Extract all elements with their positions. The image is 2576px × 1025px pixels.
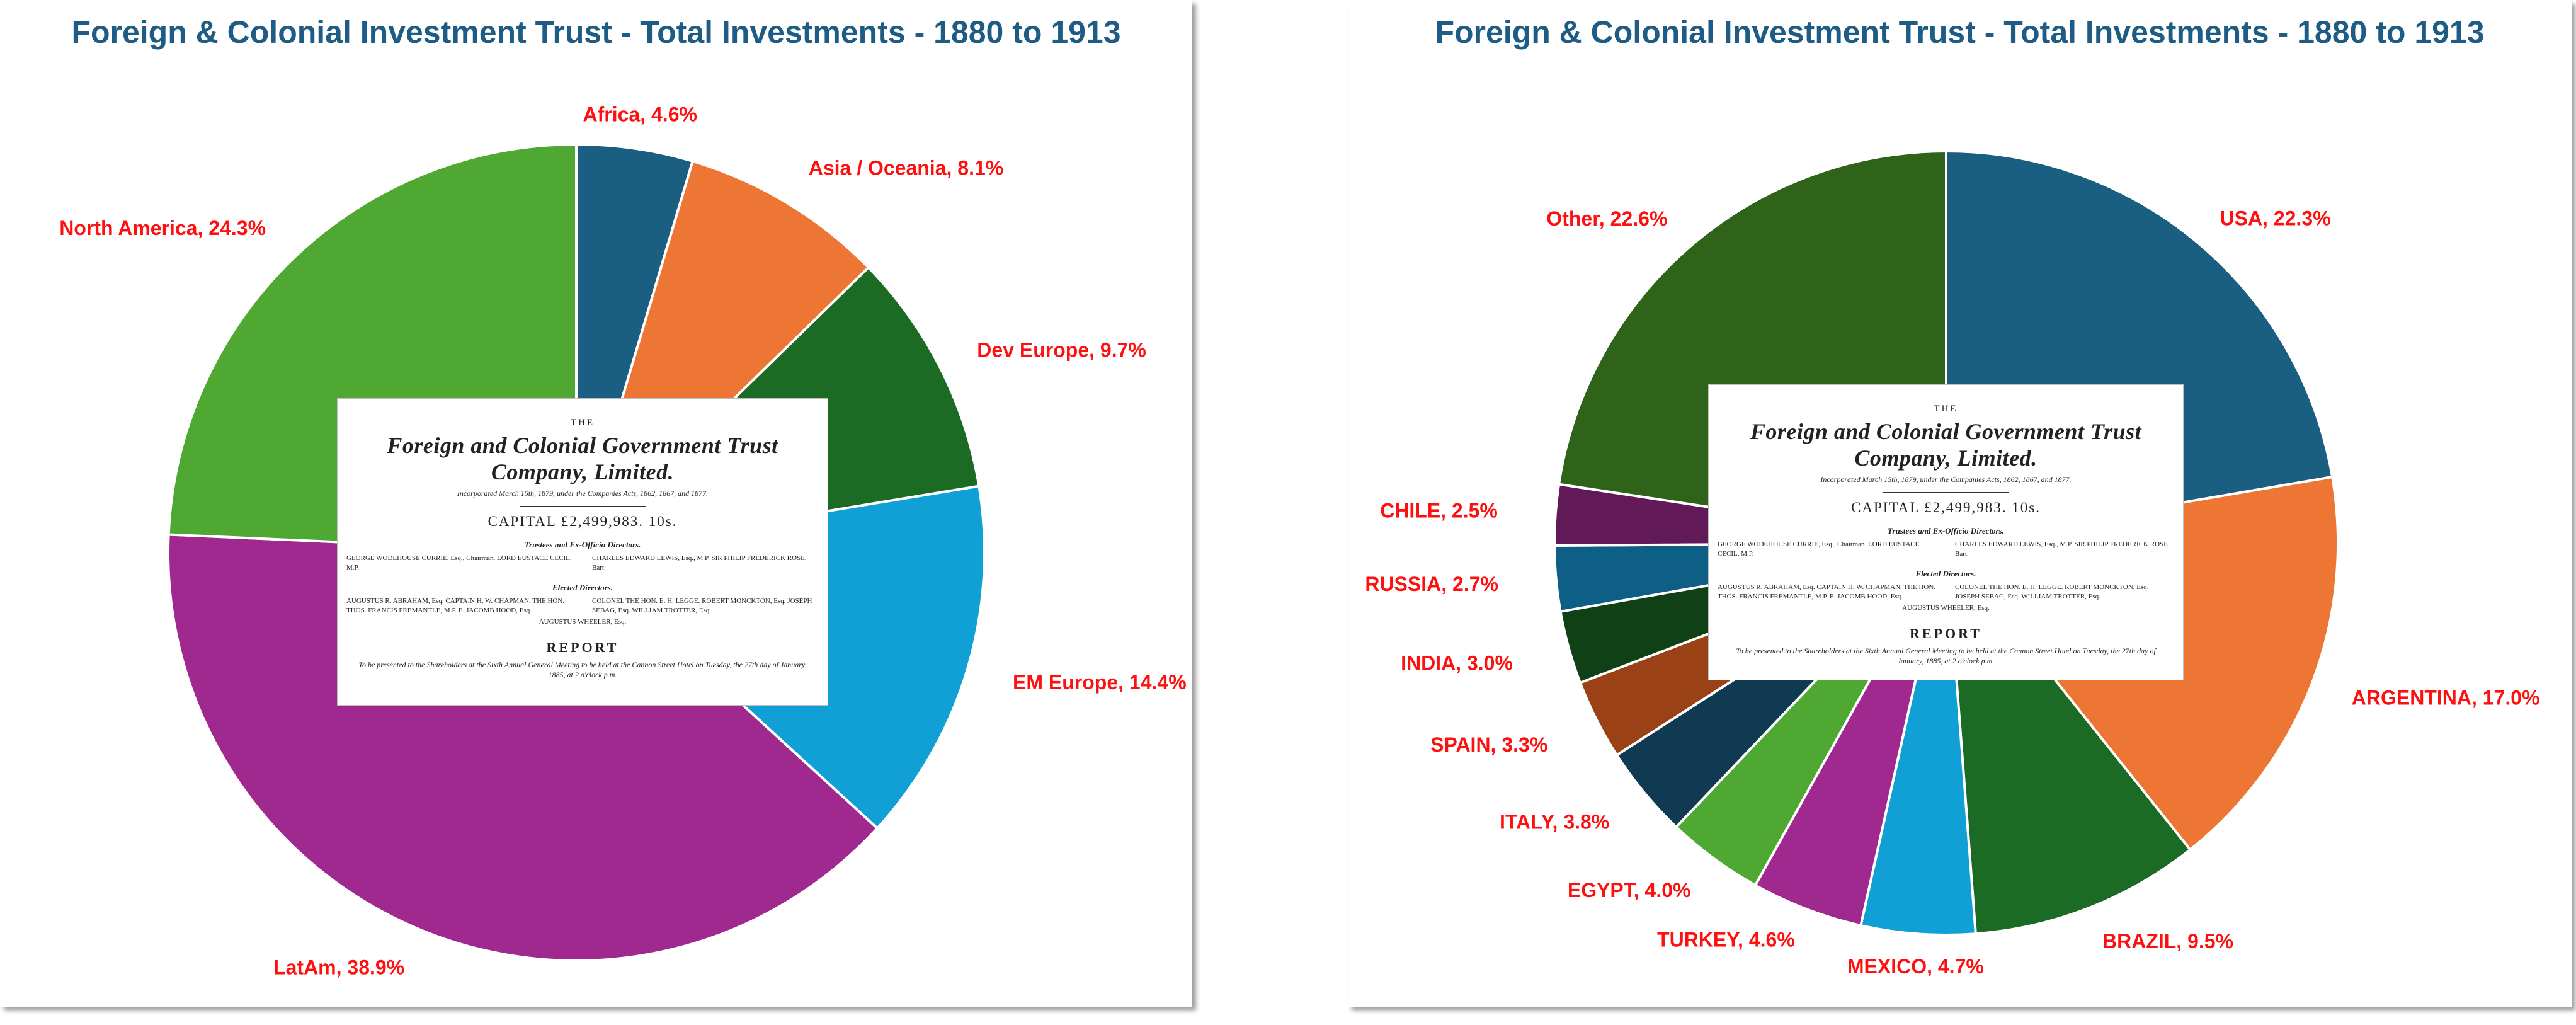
doc-elected: AUGUSTUS R. ABRAHAM, Esq. CAPTAIN H. W. …	[1709, 583, 2183, 602]
doc-incorporated: Incorporated March 15th, 1879, under the…	[1820, 475, 2072, 484]
report-document-image: THE Foreign and Colonial Government Trus…	[1708, 384, 2184, 680]
doc-rule	[520, 506, 646, 507]
right-chart-panel: Foreign & Colonial Investment Trust - To…	[1348, 0, 2572, 1007]
doc-elected-header: Elected Directors.	[1915, 569, 1976, 578]
data-label-latam: LatAm, 38.9%	[273, 956, 404, 979]
data-label-russia: RUSSIA, 2.7%	[1365, 573, 1498, 595]
doc-the: THE	[570, 418, 595, 428]
data-label-chile: CHILE, 2.5%	[1380, 499, 1498, 522]
data-label-africa: Africa, 4.6%	[583, 103, 697, 125]
doc-elected: AUGUSTUS R. ABRAHAM, Esq. CAPTAIN H. W. …	[338, 597, 828, 616]
doc-capital: CAPITAL £2,499,983. 10s.	[487, 513, 678, 529]
doc-elected-center: AUGUSTUS WHEELER, Esq.	[539, 618, 627, 626]
doc-elected-center: AUGUSTUS WHEELER, Esq.	[1902, 604, 1990, 612]
doc-trustees-left: GEORGE WODEHOUSE CURRIE, Esq., Chairman.…	[1718, 541, 1920, 558]
doc-incorporated: Incorporated March 15th, 1879, under the…	[457, 489, 709, 498]
doc-trustees: GEORGE WODEHOUSE CURRIE, Esq., Chairman.…	[338, 554, 828, 573]
data-label-argentina: ARGENTINA, 17.0%	[2352, 687, 2540, 709]
doc-trustees: GEORGE WODEHOUSE CURRIE, Esq., Chairman.…	[1709, 540, 2183, 559]
chart-title: Foreign & Colonial Investment Trust - To…	[71, 14, 1121, 50]
data-label-india: INDIA, 3.0%	[1401, 652, 1513, 675]
doc-elected-header: Elected Directors.	[552, 583, 613, 592]
doc-trustees-left: GEORGE WODEHOUSE CURRIE, Esq., Chairman.…	[346, 554, 572, 571]
data-label-mexico: MEXICO, 4.7%	[1847, 955, 1984, 978]
data-label-italy: ITALY, 3.8%	[1500, 810, 1609, 833]
data-label-brazil: BRAZIL, 9.5%	[2102, 930, 2233, 953]
data-label-north-america: North America, 24.3%	[59, 217, 266, 239]
doc-company-name: Foreign and Colonial Government Trust Co…	[387, 433, 778, 484]
doc-capital: CAPITAL £2,499,983. 10s.	[1851, 500, 2041, 515]
doc-elected-left: AUGUSTUS R. ABRAHAM, Esq. CAPTAIN H. W. …	[1718, 583, 1936, 600]
doc-report-subtitle: To be presented to the Shareholders at t…	[1736, 646, 2156, 665]
doc-elected-left: AUGUSTUS R. ABRAHAM, Esq. CAPTAIN H. W. …	[346, 597, 565, 614]
doc-rule	[1883, 492, 2009, 493]
doc-company-name: Foreign and Colonial Government Trust Co…	[1750, 419, 2142, 471]
doc-report: REPORT	[546, 639, 619, 655]
doc-report: REPORT	[1910, 626, 1982, 641]
doc-trustees-right: CHARLES EDWARD LEWIS, Esq., M.P. SIR PHI…	[1955, 541, 2170, 558]
doc-trustees-right: CHARLES EDWARD LEWIS, Esq., M.P. SIR PHI…	[592, 554, 807, 571]
doc-elected-right: COLONEL THE HON. E. H. LEGGE. ROBERT MON…	[1955, 583, 2149, 600]
data-label-turkey: TURKEY, 4.6%	[1657, 929, 1795, 951]
data-label-egypt: EGYPT, 4.0%	[1568, 879, 1691, 902]
data-label-other: Other, 22.6%	[1546, 207, 1667, 230]
data-label-usa: USA, 22.3%	[2220, 207, 2330, 230]
data-label-spain: SPAIN, 3.3%	[1430, 733, 1547, 756]
left-chart-panel: Foreign & Colonial Investment Trust - To…	[0, 0, 1192, 1007]
data-label-em-europe: EM Europe, 14.4%	[1013, 671, 1187, 694]
doc-report-subtitle: To be presented to the Shareholders at t…	[358, 660, 807, 679]
report-document-image: THE Foreign and Colonial Government Trus…	[337, 398, 828, 706]
doc-the: THE	[1934, 404, 1958, 414]
data-label-asia-oceania: Asia / Oceania, 8.1%	[809, 157, 1004, 180]
doc-elected-right: COLONEL THE HON. E. H. LEGGE. ROBERT MON…	[592, 597, 812, 614]
doc-trustees-header: Trustees and Ex-Officio Directors.	[524, 540, 641, 549]
data-label-dev-europe: Dev Europe, 9.7%	[977, 338, 1146, 361]
doc-trustees-header: Trustees and Ex-Officio Directors.	[1888, 526, 2004, 535]
chart-title: Foreign & Colonial Investment Trust - To…	[1435, 14, 2485, 50]
